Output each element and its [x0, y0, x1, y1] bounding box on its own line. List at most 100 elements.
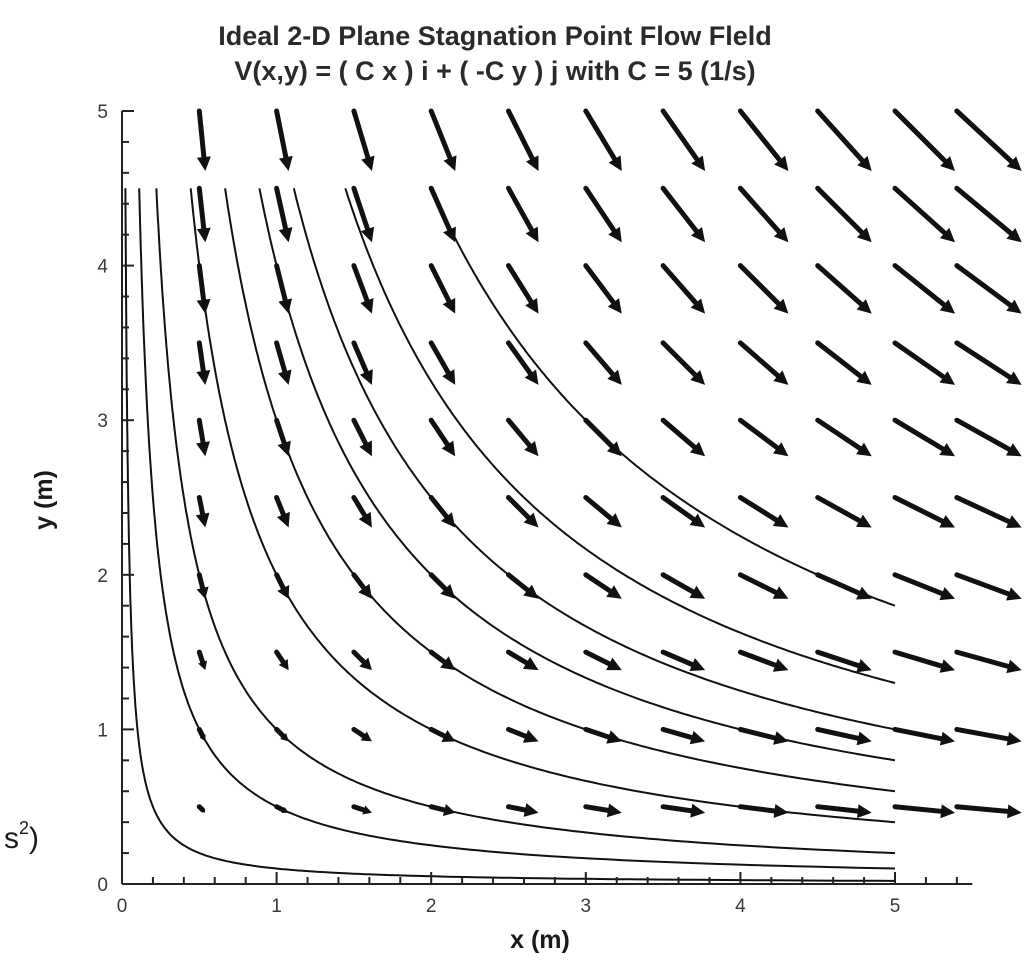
arrow-shaft — [583, 804, 611, 813]
velocity-arrow — [660, 726, 706, 745]
arrow-head — [689, 730, 706, 745]
arrow-head — [857, 155, 872, 171]
arrow-shaft — [274, 572, 286, 591]
arrow-head — [1006, 371, 1022, 385]
velocity-arrow — [351, 108, 375, 171]
streamline — [292, 188, 896, 731]
arrow-shaft — [954, 263, 1013, 308]
velocity-arrow — [428, 804, 456, 816]
velocity-arrow — [506, 417, 539, 457]
arrow-shaft — [737, 649, 778, 668]
arrow-shaft — [196, 495, 206, 517]
arrow-shaft — [196, 417, 206, 445]
arrow-shaft — [351, 263, 370, 303]
arrow-head — [443, 226, 456, 243]
velocity-arrow — [660, 417, 706, 457]
arrow-head — [1006, 587, 1022, 601]
y-tick-label: 1 — [97, 720, 108, 741]
arrow-shaft — [660, 263, 699, 306]
arrow-shaft — [196, 340, 206, 374]
arrow-head — [440, 512, 456, 528]
velocity-arrow — [815, 495, 872, 528]
arrow-head — [276, 511, 290, 528]
arrow-shaft — [892, 340, 947, 380]
arrow-head — [856, 586, 872, 600]
arrow-shaft — [583, 417, 615, 449]
velocity-arrow — [428, 185, 456, 243]
cropped-text-fragment: s2) — [4, 818, 39, 855]
velocity-arrow — [428, 417, 456, 457]
arrow-head — [690, 803, 706, 818]
arrow-head — [196, 227, 211, 243]
velocity-arrow — [892, 649, 955, 673]
arrow-shaft — [351, 185, 370, 232]
arrow-head — [606, 657, 622, 671]
arrow-shaft — [954, 726, 1011, 742]
arrow-shaft — [815, 649, 861, 669]
velocity-arrow — [506, 726, 539, 743]
arrow-shaft — [274, 185, 289, 232]
velocity-arrow — [815, 649, 872, 673]
arrow-shaft — [815, 340, 864, 379]
velocity-arrow — [660, 340, 706, 385]
arrow-shaft — [274, 108, 289, 160]
arrow-shaft — [428, 108, 453, 161]
y-axis-label: y (m) — [30, 470, 58, 530]
arrow-head — [773, 442, 789, 457]
velocity-arrow — [195, 495, 210, 528]
arrow-head — [525, 298, 539, 314]
arrow-shaft — [506, 340, 533, 377]
arrow-head — [358, 511, 372, 528]
x-tick-label: 4 — [735, 896, 746, 917]
arrow-head — [856, 442, 872, 457]
arrow-head — [278, 227, 293, 243]
streamlines — [124, 187, 896, 882]
velocity-arrow — [428, 263, 456, 314]
velocity-arrow — [954, 185, 1022, 243]
arrow-shaft — [428, 185, 453, 233]
velocity-arrow — [954, 417, 1022, 457]
arrow-head — [196, 156, 211, 171]
x-tick-label: 0 — [117, 896, 128, 917]
arrow-shaft — [660, 340, 698, 378]
velocity-arrow — [428, 726, 456, 742]
arrow-head — [606, 585, 622, 599]
arrow-shaft — [660, 649, 695, 668]
arrow-head — [359, 657, 372, 671]
arrow-shaft — [660, 417, 697, 450]
streamline — [224, 188, 896, 793]
arrow-shaft — [737, 417, 780, 451]
y-tick-label: 3 — [97, 411, 108, 432]
arrow-shaft — [274, 417, 287, 446]
velocity-arrow — [737, 649, 789, 672]
velocity-arrow — [660, 495, 706, 528]
arrow-head — [689, 658, 706, 672]
arrow-shaft — [815, 572, 862, 596]
arrow-shaft — [892, 417, 946, 452]
arrow-head — [856, 299, 872, 314]
velocity-arrow — [428, 649, 456, 671]
streamline — [138, 188, 896, 870]
velocity-arrow — [892, 108, 955, 171]
arrow-shaft — [815, 804, 861, 814]
arrow-shaft — [428, 495, 449, 520]
arrow-head — [199, 734, 206, 742]
y-tick-label: 4 — [97, 257, 108, 278]
velocity-vectors — [195, 108, 1022, 819]
velocity-arrow — [196, 649, 208, 671]
arrow-shaft — [892, 263, 947, 308]
arrow-head — [773, 731, 789, 745]
arrow-head — [689, 441, 706, 457]
velocity-arrow — [737, 108, 789, 171]
arrow-shaft — [196, 649, 206, 665]
arrow-shaft — [954, 804, 1011, 814]
arrow-head — [606, 803, 622, 818]
arrow-shaft — [583, 263, 616, 305]
velocity-arrow — [954, 649, 1022, 674]
velocity-arrow — [583, 417, 622, 457]
arrow-head — [690, 226, 706, 243]
arrow-shaft — [737, 726, 778, 741]
velocity-arrow — [351, 263, 374, 314]
arrow-shaft — [737, 263, 782, 307]
arrow-shaft — [428, 340, 451, 376]
